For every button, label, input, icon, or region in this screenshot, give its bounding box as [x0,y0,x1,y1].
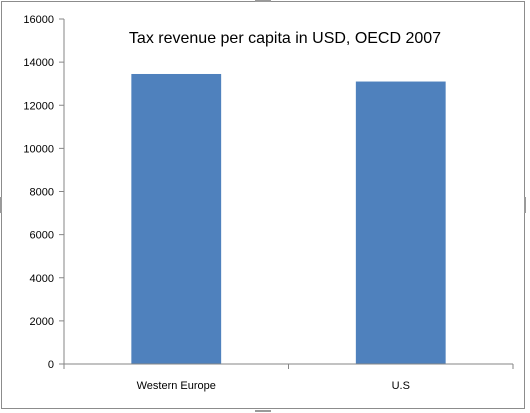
y-tick-label: 12000 [23,100,54,112]
resize-handle-bottom[interactable] [255,410,271,412]
y-tick-label: 14000 [23,57,54,69]
x-category-label: Western Europe [137,380,216,392]
x-category-label: U.S [392,380,410,392]
y-tick-label: 4000 [30,273,54,285]
y-tick-label: 10000 [23,143,54,155]
y-axis-ticks: 0 2000 4000 6000 8000 10000 12000 14000 16000 [23,14,514,371]
resize-handle-top[interactable] [255,0,271,2]
bars [131,73,446,364]
chart-title: Tax revenue per capita in USD, OECD 2007 [129,30,441,47]
y-tick-label: 6000 [30,230,54,242]
y-tick-label: 2000 [30,316,54,328]
bar-0[interactable] [131,73,222,364]
resize-handle-right[interactable] [524,197,526,213]
x-axis-labels: Western Europe U.S [137,380,410,392]
bar-1[interactable] [355,81,446,364]
y-tick-label: 16000 [23,14,54,26]
resize-handle-left[interactable] [0,197,2,213]
y-tick-label: 0 [48,359,54,371]
y-tick-label: 8000 [30,187,54,199]
